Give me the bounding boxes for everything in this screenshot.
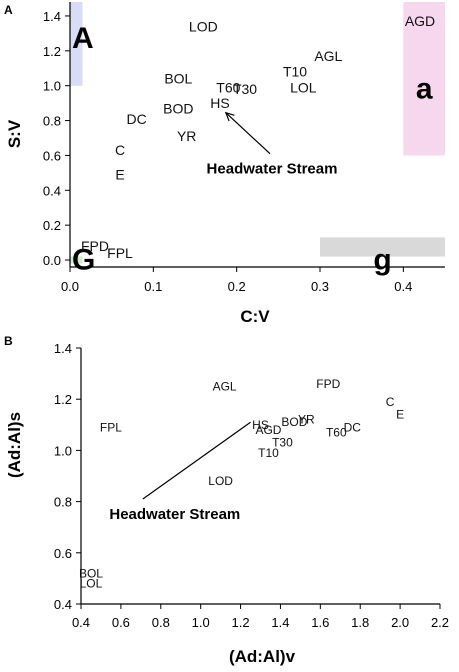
panel-a-point-c: C (115, 142, 125, 158)
panel-a-point-fpl: FPL (107, 245, 133, 261)
panel-a-point-fpd: FPD (81, 238, 109, 254)
panel-a-regions: Aa G g (70, 2, 445, 276)
panel-b-y-tick-label: 0.4 (54, 597, 72, 612)
panel-a-y-tick-label: 1.0 (43, 79, 61, 94)
panel-a-x-tick-label: 0.4 (394, 279, 412, 294)
panel-b-point-dc: DC (344, 420, 362, 434)
panel-b-point-fpd: FPD (316, 377, 340, 391)
panel-b-x-tick-label: 1.4 (271, 615, 289, 630)
panel-b-x-tick-label: 0.4 (72, 615, 90, 630)
panel-a-axes (69, 2, 445, 268)
panel-b-point-agd: AGD (255, 423, 281, 437)
panel-a-y-tick-label: 0.4 (43, 183, 61, 198)
panel-b-x-tick-label: 1.8 (351, 615, 369, 630)
panel-b-x-tick-label: 1.2 (232, 615, 250, 630)
panel-b-y-tick-label: 1.2 (54, 392, 72, 407)
panel-b-point-c: C (386, 395, 395, 409)
panel-a-point-t10: T10 (283, 64, 307, 80)
region-box-a-0 (70, 2, 83, 86)
panel-a-y-axis-title: S:V (5, 119, 24, 148)
panel-a-point-hs: HS (210, 95, 229, 111)
panel-a-annotation: Headwater Stream (207, 111, 338, 178)
panel-b-x-tick-label: 0.8 (152, 615, 170, 630)
region-letter-g-3: g (373, 243, 391, 276)
panel-b-ticks: 0.4 0.6 0.8 1.0 1.2 1.4 1.6 1.8 2.0 2.2 0.4 0.6 0.8 1… (54, 341, 449, 630)
region-letter-a-1: a (416, 72, 433, 105)
panel-a-point-lol: LOL (290, 79, 317, 95)
panel-b-x-axis-title: (Ad:Al)v (229, 647, 296, 666)
panel-a: A Aa G g 0.0 0.1 0.2 0.3 0.4 0.0 0.2 0.4 0.6 0.8 1.0… (4, 2, 445, 326)
panel-b-x-tick-label: 1.0 (192, 615, 210, 630)
panel-b-point-e: E (396, 408, 404, 422)
panel-a-x-tick-label: 0.1 (144, 279, 162, 294)
panel-a-point-agd: AGD (405, 13, 435, 29)
panel-a-point-bol: BOL (164, 71, 192, 87)
panel-a-point-yr: YR (177, 128, 196, 144)
panel-b-y-axis-title: (Ad:Al)s (5, 412, 24, 478)
panel-a-point-t60: T60 (216, 79, 240, 95)
panel-a-label: A (4, 3, 13, 17)
panel-a-arrow-line (225, 112, 271, 155)
panel-b-x-tick-label: 2.0 (391, 615, 409, 630)
panel-b-annotation: Headwater Stream (109, 421, 251, 523)
panel-a-x-tick-label: 0.0 (61, 279, 79, 294)
panel-a-point-bod: BOD (163, 100, 193, 116)
panel-a-annotation-text: Headwater Stream (207, 161, 338, 178)
panel-b-y-tick-label: 1.0 (54, 443, 72, 458)
panel-b-point-bod: BOD (281, 415, 307, 429)
panel-a-point-dc: DC (127, 111, 147, 127)
panel-b-annotation-line (142, 421, 251, 500)
panel-a-y-tick-label: 0.6 (43, 148, 61, 163)
panel-b-label: B (4, 334, 13, 348)
panel-a-y-tick-label: 0.2 (43, 218, 61, 233)
panel-a-arrow-head (224, 111, 235, 122)
panel-b-point-yr: YR (298, 413, 315, 427)
panel-b-point-t30: T30 (272, 436, 293, 450)
panel-a-point-t30: T30 (233, 81, 257, 97)
panel-b-axes (80, 348, 440, 605)
panel-a-y-tick-label: 0.0 (43, 253, 61, 268)
panel-b-y-tick-label: 1.4 (54, 341, 72, 356)
panel-b: B 0.4 0.6 0.8 1.0 1.2 1.4 1.6 1.8 2.0 2.20.40.60.… (4, 334, 449, 666)
panel-b-point-fpl: FPL (100, 420, 122, 434)
panel-a-ticks: 0.0 0.1 0.2 0.3 0.4 0.0 0.2 0.4 0.6 0.8 1.0 1.2 1.4 (43, 9, 412, 294)
panel-b-point-bol: BOL (79, 566, 103, 580)
region-box-g-3 (320, 237, 445, 257)
panel-a-y-tick-label: 1.4 (43, 9, 61, 24)
region-box-a-1 (403, 2, 445, 156)
panel-b-point-t60: T60 (326, 425, 347, 439)
panel-b-point-hs: HS (252, 418, 269, 432)
panel-b-y-tick-label: 0.6 (54, 546, 72, 561)
panel-a-point-e: E (115, 167, 124, 183)
panel-b-point-lol: LOL (80, 577, 103, 591)
panel-a-point-lod: LOD (189, 18, 218, 34)
panel-a-y-tick-label: 0.8 (43, 114, 61, 129)
panel-b-y-tick-label: 0.8 (54, 495, 72, 510)
panel-b-annotation-text: Headwater Stream (109, 506, 240, 523)
panel-b-point-lod: LOD (208, 474, 233, 488)
panel-b-point-t10: T10 (258, 446, 279, 460)
panel-a-point-agl: AGL (314, 48, 342, 64)
panel-b-x-tick-label: 0.6 (112, 615, 130, 630)
panel-b-x-tick-label: 1.6 (311, 615, 329, 630)
region-letter-g-2: G (72, 243, 95, 276)
panel-a-x-tick-label: 0.3 (311, 279, 329, 294)
panel-b-x-tick-label: 2.2 (431, 615, 449, 630)
panel-a-y-tick-label: 1.2 (43, 44, 61, 59)
region-box-g-2 (70, 256, 83, 264)
region-letter-a-0: A (72, 22, 94, 55)
panel-a-x-axis-title: C:V (240, 307, 270, 326)
panel-b-point-agl: AGL (213, 379, 237, 393)
panel-a-x-tick-label: 0.2 (228, 279, 246, 294)
